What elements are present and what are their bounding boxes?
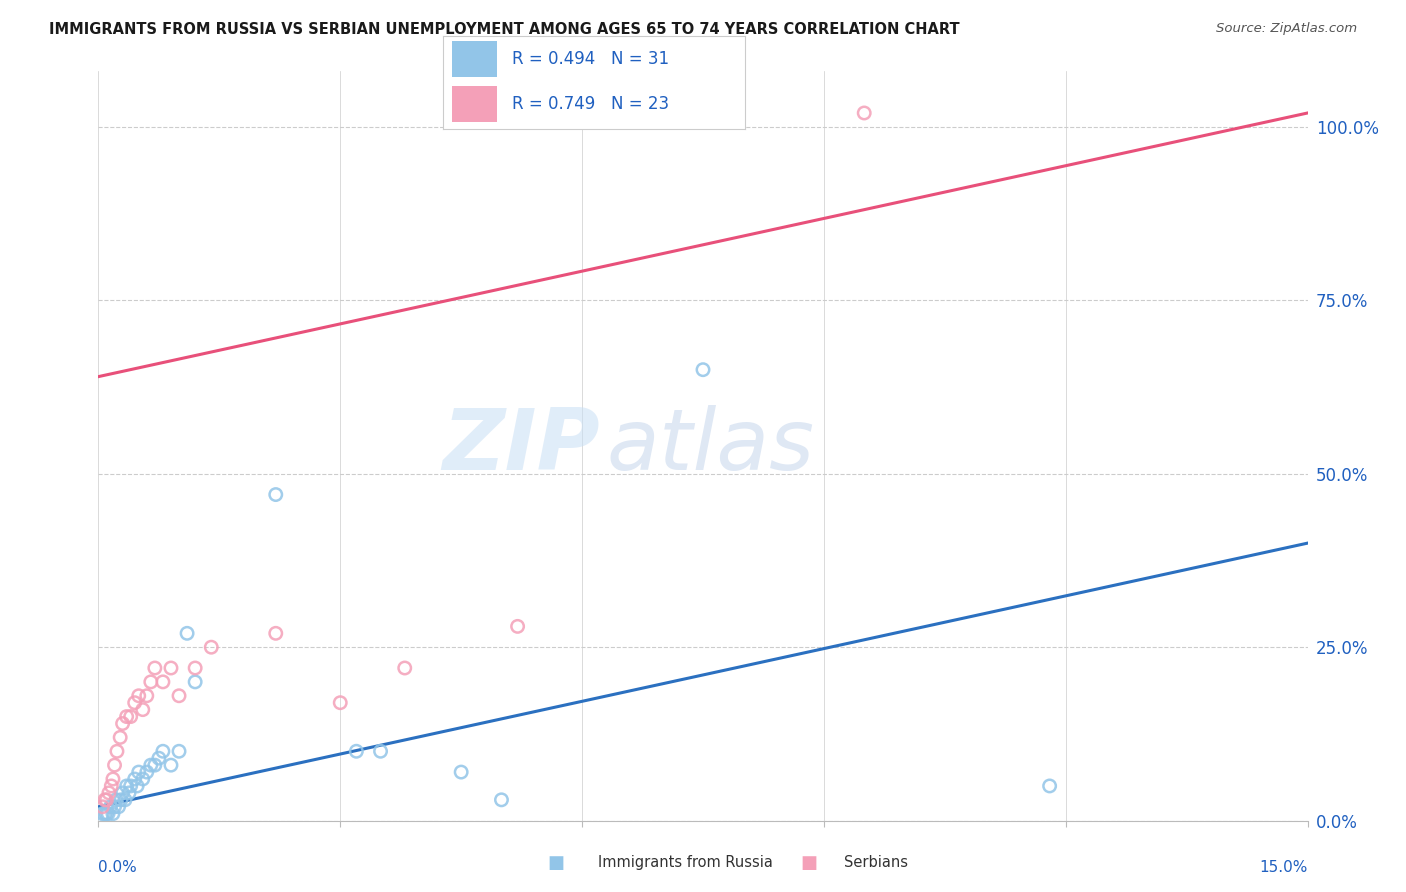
- Text: ZIP: ZIP: [443, 404, 600, 488]
- Point: [139, 758, 162, 772]
- Point: [506, 619, 529, 633]
- Point: [105, 793, 128, 807]
- Point: [124, 696, 146, 710]
- Point: [101, 772, 124, 786]
- Point: [91, 799, 114, 814]
- Point: [394, 661, 416, 675]
- Point: [97, 786, 120, 800]
- Text: Source: ZipAtlas.com: Source: ZipAtlas.com: [1216, 22, 1357, 36]
- Point: [152, 674, 174, 689]
- FancyBboxPatch shape: [451, 87, 498, 122]
- Point: [115, 779, 138, 793]
- Point: [96, 806, 118, 821]
- Point: [184, 674, 207, 689]
- Point: [105, 744, 128, 758]
- Point: [115, 709, 138, 723]
- Point: [344, 744, 367, 758]
- Text: IMMIGRANTS FROM RUSSIA VS SERBIAN UNEMPLOYMENT AMONG AGES 65 TO 74 YEARS CORRELA: IMMIGRANTS FROM RUSSIA VS SERBIAN UNEMPL…: [49, 22, 960, 37]
- Point: [329, 696, 352, 710]
- Point: [450, 765, 472, 780]
- Point: [264, 626, 287, 640]
- Point: [94, 793, 117, 807]
- Point: [100, 779, 122, 793]
- Text: 15.0%: 15.0%: [1260, 860, 1308, 874]
- Text: atlas: atlas: [606, 404, 814, 488]
- Text: 0.0%: 0.0%: [98, 860, 138, 874]
- Point: [107, 799, 129, 814]
- Point: [96, 793, 118, 807]
- Point: [111, 716, 134, 731]
- Point: [132, 772, 155, 786]
- Point: [110, 793, 132, 807]
- Text: Serbians: Serbians: [844, 855, 908, 870]
- Point: [148, 751, 170, 765]
- Point: [135, 765, 157, 780]
- Text: ■: ■: [800, 854, 817, 871]
- Point: [111, 786, 134, 800]
- Point: [91, 806, 114, 821]
- Point: [200, 640, 222, 655]
- Point: [160, 758, 183, 772]
- Point: [103, 799, 125, 814]
- Text: Immigrants from Russia: Immigrants from Russia: [598, 855, 772, 870]
- Point: [152, 744, 174, 758]
- Point: [124, 772, 146, 786]
- Point: [103, 758, 125, 772]
- Point: [167, 689, 190, 703]
- Point: [491, 793, 513, 807]
- Point: [101, 806, 124, 821]
- Point: [184, 661, 207, 675]
- Point: [692, 362, 714, 376]
- Point: [370, 744, 392, 758]
- Point: [128, 689, 150, 703]
- Text: ■: ■: [547, 854, 564, 871]
- Point: [143, 661, 166, 675]
- Point: [100, 799, 122, 814]
- Text: R = 0.749   N = 23: R = 0.749 N = 23: [512, 95, 669, 113]
- Point: [120, 779, 142, 793]
- Point: [135, 689, 157, 703]
- Point: [128, 765, 150, 780]
- Point: [94, 806, 117, 821]
- Point: [853, 106, 876, 120]
- Point: [114, 793, 136, 807]
- Point: [160, 661, 183, 675]
- Y-axis label: Unemployment Among Ages 65 to 74 years: Unemployment Among Ages 65 to 74 years: [0, 285, 7, 607]
- FancyBboxPatch shape: [451, 41, 498, 77]
- Point: [167, 744, 190, 758]
- Point: [139, 674, 162, 689]
- Point: [120, 709, 142, 723]
- Point: [118, 786, 141, 800]
- Point: [127, 779, 149, 793]
- Point: [143, 758, 166, 772]
- Point: [176, 626, 198, 640]
- Text: R = 0.494   N = 31: R = 0.494 N = 31: [512, 50, 669, 68]
- Point: [132, 703, 155, 717]
- Point: [1039, 779, 1062, 793]
- Point: [108, 731, 131, 745]
- Point: [97, 806, 120, 821]
- Point: [264, 487, 287, 501]
